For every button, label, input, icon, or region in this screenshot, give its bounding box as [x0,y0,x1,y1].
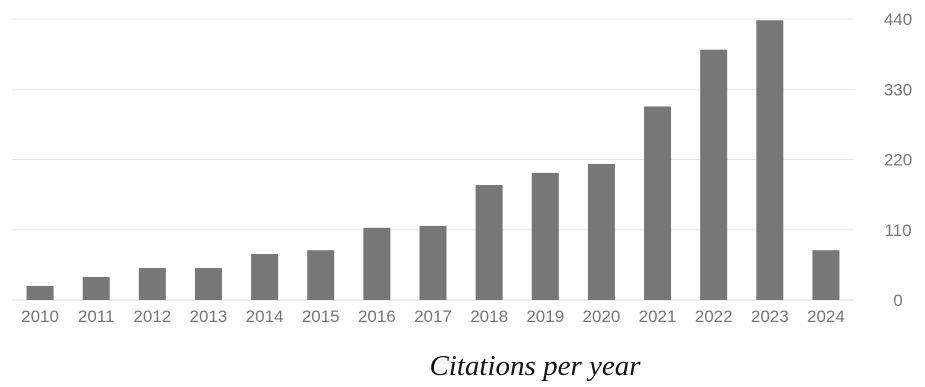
x-tick-label: 2010 [21,307,59,326]
y-tick-label: 330 [884,80,912,99]
x-tick-label: 2020 [582,307,620,326]
bar-2013 [194,268,222,300]
x-tick-label: 2022 [695,307,733,326]
bars [26,20,840,301]
bar-2010 [26,285,54,300]
y-tick-label: 440 [884,10,912,29]
bar-2018 [475,185,503,300]
x-tick-label: 2013 [190,307,228,326]
y-tick-label: 0 [893,291,902,310]
x-tick-label: 2014 [246,307,284,326]
x-tick-labels: 2010 2011 2012 2013 2014 2015 2016 2017 2018 2019… [21,307,845,326]
x-tick-label: 2021 [639,307,677,326]
bar-2019 [531,172,559,300]
bar-2016 [363,227,391,300]
x-tick-label: 2011 [78,307,115,326]
x-tick-label: 2012 [133,307,171,326]
bar-2023 [756,20,784,300]
y-tick-label: 220 [884,151,912,170]
x-tick-label: 2023 [751,307,789,326]
bar-2015 [307,250,335,300]
x-axis-label: Citations per year [429,350,641,382]
bar-2020 [587,163,615,300]
bar-2021 [644,106,672,300]
x-tick-label: 2016 [358,307,396,326]
bar-2014 [251,254,279,300]
y-tick-labels: 0 110 220 330 440 [884,10,912,310]
x-tick-label: 2018 [470,307,508,326]
bar-2022 [700,49,728,301]
x-tick-label: 2024 [807,307,845,326]
bar-2017 [419,225,447,300]
x-tick-label: 2017 [414,307,452,326]
bar-2011 [82,277,110,300]
x-tick-label: 2015 [302,307,340,326]
bar-2024 [812,250,840,300]
y-tick-label: 110 [884,221,911,240]
bar-2012 [138,268,166,300]
x-tick-label: 2019 [526,307,564,326]
